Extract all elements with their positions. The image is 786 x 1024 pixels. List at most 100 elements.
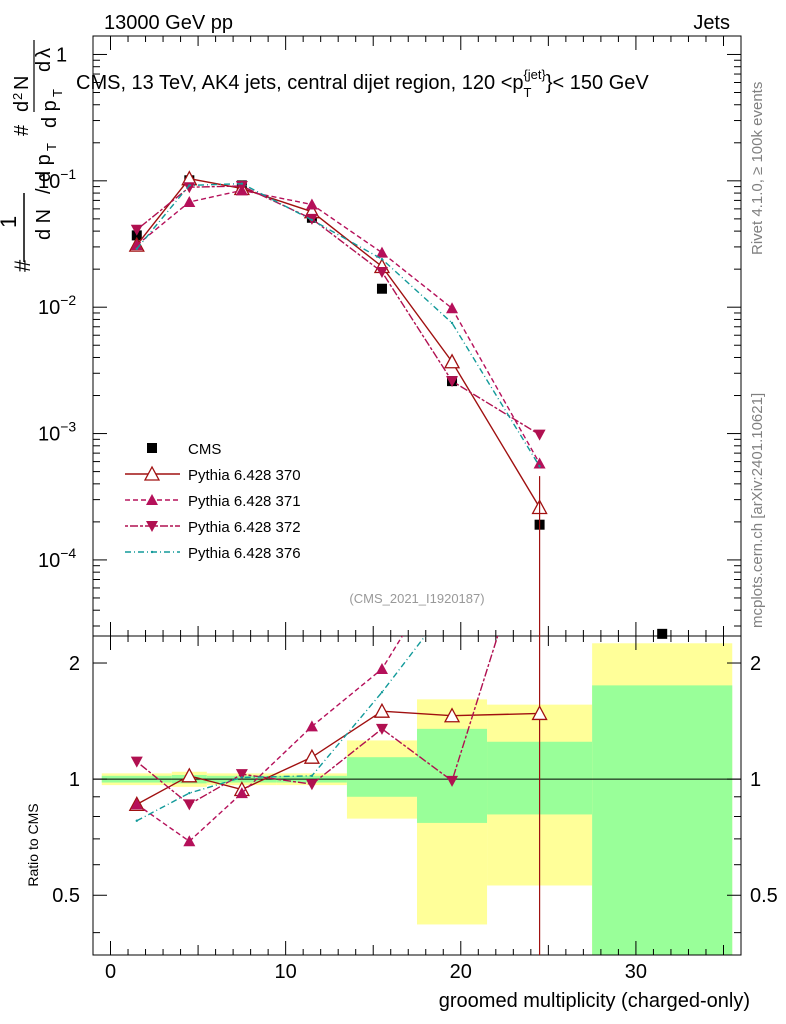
main-point-data	[657, 628, 668, 639]
legend-marker-data	[147, 443, 157, 453]
main-y-tick-label: 10−3	[38, 419, 76, 446]
legend-marker-p371	[146, 494, 158, 505]
main-y-tick-label: 10−2	[38, 292, 76, 319]
ratio-point-p376	[240, 776, 244, 779]
main-point-p372	[446, 376, 459, 388]
ratio-point-p370	[443, 707, 461, 723]
main-point-p371	[305, 198, 318, 210]
category-label: Jets	[693, 12, 730, 34]
ratio-ylabel: Ratio to CMS	[25, 803, 41, 886]
legend-label-data: CMS	[188, 441, 221, 458]
ratio-point-p371	[375, 662, 388, 674]
main-point-p372	[375, 266, 388, 278]
ratio-frame	[92, 635, 742, 956]
energy-label: 13000 GeV pp	[104, 12, 233, 34]
main-point-p376	[450, 321, 454, 325]
legend-label-p371: Pythia 6.428 371	[188, 493, 301, 510]
svg-text:#: #	[10, 259, 35, 272]
ratio-point-p370	[373, 702, 391, 718]
ratio-point-p371	[305, 720, 318, 732]
ratio-point-p376	[310, 774, 314, 778]
main-point-p376	[538, 465, 541, 468]
svg-text:T: T	[44, 143, 59, 151]
x-tick-label: 30	[625, 961, 647, 983]
svg-text:1: 1	[0, 216, 21, 228]
svg-text:d: d	[11, 101, 33, 112]
svg-text:d p: d p	[39, 100, 61, 128]
ratio-point-p372	[446, 775, 459, 787]
svg-text:d p: d p	[33, 154, 55, 182]
main-ylabel: # 1 d N / d p T # d p T d 2 N d λ	[0, 40, 65, 272]
svg-text:T: T	[50, 89, 65, 97]
x-tick-label: 0	[105, 961, 116, 983]
ratio-point-p371	[235, 787, 248, 799]
main-point-data	[376, 283, 387, 294]
plot-title: CMS, 13 TeV, AK4 jets, central dijet reg…	[76, 67, 649, 100]
main-y-tick-label: 10−1	[38, 166, 76, 193]
x-tick-labels: 0 10 20 30	[105, 961, 647, 983]
legend-marker-p372	[146, 521, 158, 532]
ratio-point-p376	[380, 691, 384, 694]
analysis-label: (CMS_2021_I1920187)	[349, 591, 484, 606]
ratio-uncertainty-bands	[101, 643, 733, 955]
ratio-y-tick-left: 0.5	[52, 885, 80, 907]
band-green-4	[346, 757, 417, 797]
ratio-y-tick-left: 2	[69, 653, 80, 675]
main-y-tick-label: 1	[56, 44, 67, 66]
svg-text:#: #	[11, 124, 33, 136]
main-point-p372	[533, 429, 546, 441]
ratio-y-tick-right: 2	[750, 653, 761, 675]
axis-ticks	[92, 36, 741, 955]
ratio-series	[128, 636, 548, 847]
legend-marker-p370	[143, 465, 161, 481]
main-line-p370	[136, 177, 541, 508]
ratio-point-p372	[130, 756, 143, 768]
main-point-p376	[240, 182, 244, 185]
x-tick-label: 10	[275, 961, 297, 983]
ratio-y-tick-right: 0.5	[750, 885, 778, 907]
legend-marker-p376	[150, 550, 154, 554]
rivet-label: Rivet 4.1.0, ≥ 100k events	[749, 82, 766, 255]
ratio-y-tick-left: 1	[69, 769, 80, 791]
svg-text:λ: λ	[33, 48, 55, 58]
svg-text:/: /	[33, 188, 55, 194]
ratio-point-p370	[303, 748, 321, 764]
ratio-point-p372	[183, 799, 196, 811]
svg-text:N: N	[11, 76, 33, 90]
ratio-point-p372	[375, 723, 388, 735]
main-line-p376	[136, 182, 541, 467]
main-point-p376	[188, 184, 191, 187]
band-green-7	[592, 685, 733, 955]
main-point-p372	[183, 182, 196, 194]
main-point-p371	[183, 195, 196, 207]
legend: CMS Pythia 6.428 370 Pythia 6.428 371 Pythi…	[125, 441, 301, 562]
main-point-p371	[446, 302, 459, 314]
ratio-point-p371	[183, 835, 196, 847]
main-point-p372	[130, 224, 143, 236]
ratio-point-p376	[135, 819, 138, 822]
main-point-p370	[443, 353, 461, 369]
main-y-tick-labels: 10−4 10−3 10−2 10−1 1	[38, 44, 76, 571]
main-point-p376	[380, 257, 384, 261]
main-y-tick-label: 10−4	[38, 545, 76, 572]
legend-label-p370: Pythia 6.428 370	[188, 467, 301, 484]
x-tick-label: 20	[450, 961, 472, 983]
ratio-y-tick-right: 1	[750, 769, 761, 791]
svg-text:d: d	[33, 61, 55, 72]
main-point-p376	[310, 218, 314, 222]
svg-text:d N: d N	[33, 209, 55, 240]
main-point-p376	[135, 247, 138, 250]
ratio-point-p371	[130, 798, 143, 810]
mcplots-label: mcplots.cern.ch [arXiv:2401.10621]	[749, 393, 766, 628]
ratio-point-p376	[188, 791, 191, 795]
svg-text:2: 2	[10, 93, 25, 100]
ratio-y-tick-labels: 0.5 0.5 1 1 2 2	[52, 653, 778, 907]
main-point-p371	[130, 239, 143, 251]
x-axis-label: groomed multiplicity (charged-only)	[439, 990, 750, 1012]
ratio-point-p370	[531, 705, 548, 721]
ratio-point-p372	[305, 779, 318, 791]
legend-label-p372: Pythia 6.428 372	[188, 519, 301, 536]
legend-label-p376: Pythia 6.428 376	[188, 545, 301, 562]
main-point-p371	[533, 457, 546, 469]
